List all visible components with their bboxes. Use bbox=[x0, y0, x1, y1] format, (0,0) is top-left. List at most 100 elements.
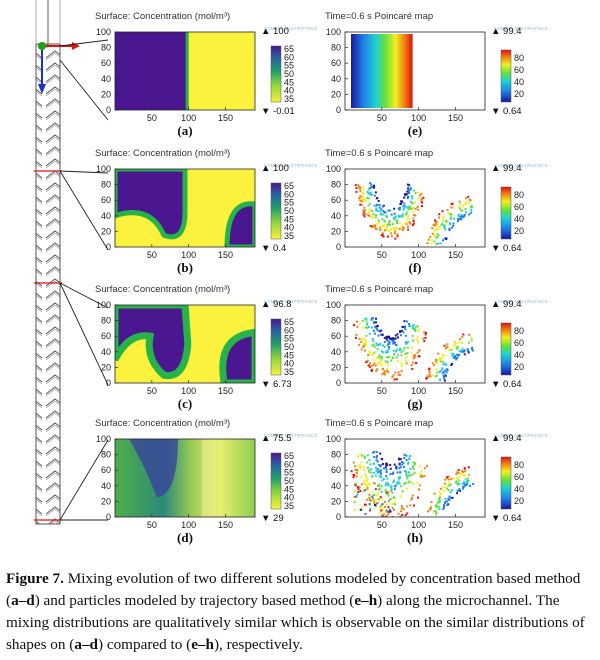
particle bbox=[409, 222, 412, 225]
particle bbox=[387, 335, 390, 338]
particle bbox=[412, 357, 415, 360]
particle bbox=[391, 223, 394, 226]
particle bbox=[385, 468, 388, 471]
particle bbox=[405, 470, 408, 473]
particle bbox=[434, 219, 437, 222]
y-tick-label: 60 bbox=[101, 58, 111, 68]
particle bbox=[382, 515, 385, 517]
particle bbox=[386, 349, 389, 352]
particle bbox=[396, 482, 399, 485]
particle bbox=[427, 375, 430, 378]
particle bbox=[395, 356, 398, 359]
particle bbox=[407, 217, 410, 220]
particle bbox=[394, 227, 397, 230]
particle bbox=[359, 467, 362, 470]
particle bbox=[436, 229, 439, 232]
particle bbox=[367, 353, 370, 356]
y-tick-label: 100 bbox=[96, 164, 111, 174]
particle bbox=[392, 374, 395, 377]
particle bbox=[423, 475, 426, 478]
particle bbox=[381, 218, 384, 221]
particle bbox=[386, 229, 389, 232]
particle bbox=[430, 241, 433, 244]
particle bbox=[400, 362, 403, 365]
y-tick-label: 20 bbox=[331, 89, 341, 99]
particle bbox=[371, 352, 374, 355]
particle bbox=[378, 354, 381, 357]
particle bbox=[420, 192, 423, 195]
particle bbox=[394, 237, 397, 240]
particle bbox=[378, 483, 381, 486]
particle bbox=[402, 205, 405, 208]
particle bbox=[403, 325, 406, 328]
particle bbox=[455, 473, 458, 476]
particle bbox=[467, 195, 470, 198]
colorbar-tick-label: 40 bbox=[514, 77, 524, 87]
particle bbox=[435, 222, 438, 225]
particle bbox=[403, 320, 406, 323]
y-tick-label: 40 bbox=[331, 481, 341, 491]
particle bbox=[400, 510, 403, 513]
particle bbox=[390, 228, 393, 231]
particle bbox=[364, 200, 367, 203]
plot-area bbox=[115, 32, 255, 110]
software-logo: COMSOL MULTIPHYSICS bbox=[494, 433, 548, 438]
particle bbox=[407, 196, 410, 199]
particle bbox=[458, 488, 461, 491]
particle bbox=[372, 322, 375, 325]
particle bbox=[453, 355, 456, 358]
particle bbox=[379, 471, 382, 474]
particle bbox=[368, 214, 371, 217]
particle bbox=[435, 374, 438, 377]
subfigure-label: (b) bbox=[177, 260, 193, 275]
plot-frame bbox=[114, 168, 256, 248]
particle bbox=[387, 364, 390, 367]
particle bbox=[389, 510, 392, 513]
particle bbox=[363, 457, 366, 460]
plot-frame bbox=[344, 438, 486, 518]
particle bbox=[387, 483, 390, 486]
particle bbox=[399, 516, 402, 517]
particle bbox=[368, 497, 371, 500]
particle bbox=[415, 338, 418, 341]
x-tick-label: 150 bbox=[448, 113, 463, 123]
particle bbox=[387, 510, 390, 513]
particle bbox=[409, 467, 412, 470]
particle bbox=[371, 317, 374, 320]
particle bbox=[379, 343, 382, 346]
particle bbox=[425, 377, 428, 380]
particle bbox=[402, 461, 405, 464]
particle bbox=[401, 224, 404, 227]
plot-area bbox=[345, 439, 485, 517]
particle bbox=[363, 215, 366, 218]
particle bbox=[363, 206, 366, 209]
colorbar-tick-label: 40 bbox=[514, 484, 524, 494]
particle bbox=[394, 334, 397, 337]
particle bbox=[396, 333, 399, 336]
particle bbox=[439, 379, 442, 382]
particle bbox=[419, 473, 422, 476]
particle bbox=[377, 221, 380, 224]
particle bbox=[460, 213, 463, 216]
particle bbox=[458, 205, 461, 208]
particle bbox=[423, 340, 426, 343]
particle bbox=[401, 228, 404, 231]
particle bbox=[433, 234, 436, 237]
particle bbox=[417, 355, 420, 358]
colorbar-tick-label: 55 bbox=[284, 61, 294, 71]
particle bbox=[378, 361, 381, 364]
x-tick-label: 50 bbox=[147, 386, 157, 396]
microchannel bbox=[34, 0, 109, 525]
particle bbox=[397, 215, 400, 218]
particle bbox=[438, 216, 441, 219]
particle bbox=[386, 513, 389, 516]
particle bbox=[383, 370, 386, 373]
particle bbox=[418, 328, 421, 331]
particle bbox=[444, 369, 447, 372]
particle bbox=[445, 220, 448, 223]
particle bbox=[373, 204, 376, 207]
particle bbox=[409, 474, 412, 477]
range-min: ▼ 29 bbox=[261, 513, 284, 524]
particle bbox=[363, 466, 366, 469]
particle bbox=[359, 199, 362, 202]
